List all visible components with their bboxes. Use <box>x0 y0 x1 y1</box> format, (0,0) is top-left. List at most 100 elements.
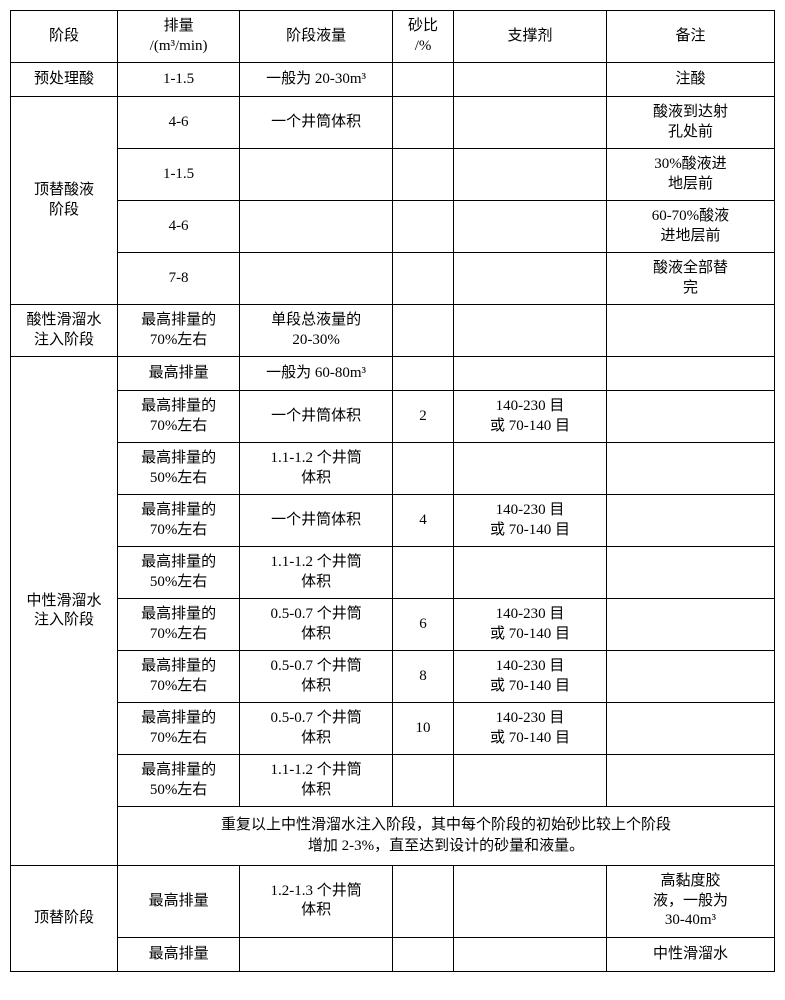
cell-remark <box>606 305 774 357</box>
cell-remark <box>606 547 774 599</box>
cell-volume: 一个井筒体积 <box>240 97 393 149</box>
cell-volume: 1.2-1.3 个井筒 体积 <box>240 866 393 938</box>
cell-proppant <box>454 755 607 807</box>
cell-remark <box>606 599 774 651</box>
cell-rate: 最高排量的 70%左右 <box>117 651 239 703</box>
cell-proppant <box>454 97 607 149</box>
cell-proppant <box>454 547 607 599</box>
cell-proppant <box>454 866 607 938</box>
cell-sand: 6 <box>392 599 453 651</box>
header-row: 阶段 排量 /(m³/min) 阶段液量 砂比 /% 支撑剂 备注 <box>11 11 775 63</box>
header-volume: 阶段液量 <box>240 11 393 63</box>
cell-rate: 最高排量的 70%左右 <box>117 495 239 547</box>
cell-rate: 最高排量的 50%左右 <box>117 443 239 495</box>
cell-proppant: 140-230 目 或 70-140 目 <box>454 599 607 651</box>
header-rate: 排量 /(m³/min) <box>117 11 239 63</box>
table-row: 最高排量的 70%左右 一个井筒体积 2 140-230 目 或 70-140 … <box>11 391 775 443</box>
cell-remark: 中性滑溜水 <box>606 937 774 971</box>
table-row: 最高排量 中性滑溜水 <box>11 937 775 971</box>
table-row: 最高排量的 70%左右 0.5-0.7 个井筒 体积 10 140-230 目 … <box>11 703 775 755</box>
cell-sand <box>392 63 453 97</box>
cell-rate: 最高排量的 70%左右 <box>117 703 239 755</box>
cell-sand: 8 <box>392 651 453 703</box>
cell-sand <box>392 253 453 305</box>
table-row: 中性滑溜水 注入阶段 最高排量 一般为 60-80m³ <box>11 357 775 391</box>
cell-rate: 1-1.5 <box>117 63 239 97</box>
header-sand: 砂比 /% <box>392 11 453 63</box>
cell-rate: 最高排量的 70%左右 <box>117 599 239 651</box>
cell-remark: 酸液到达射 孔处前 <box>606 97 774 149</box>
cell-volume: 0.5-0.7 个井筒 体积 <box>240 599 393 651</box>
cell-remark <box>606 357 774 391</box>
cell-volume: 单段总液量的 20-30% <box>240 305 393 357</box>
cell-remark: 60-70%酸液 进地层前 <box>606 201 774 253</box>
cell-proppant <box>454 937 607 971</box>
header-stage: 阶段 <box>11 11 118 63</box>
cell-sand <box>392 547 453 599</box>
cell-sand: 2 <box>392 391 453 443</box>
cell-rate: 最高排量的 70%左右 <box>117 305 239 357</box>
cell-sand: 4 <box>392 495 453 547</box>
table-row: 预处理酸 1-1.5 一般为 20-30m³ 注酸 <box>11 63 775 97</box>
table-row: 酸性滑溜水 注入阶段 最高排量的 70%左右 单段总液量的 20-30% <box>11 305 775 357</box>
table-row: 顶替阶段 最高排量 1.2-1.3 个井筒 体积 高黏度胶 液，一般为 30-4… <box>11 866 775 938</box>
cell-volume: 0.5-0.7 个井筒 体积 <box>240 651 393 703</box>
table-row: 1-1.5 30%酸液进 地层前 <box>11 149 775 201</box>
cell-proppant <box>454 201 607 253</box>
cell-remark <box>606 703 774 755</box>
cell-rate: 最高排量 <box>117 866 239 938</box>
cell-proppant: 140-230 目 或 70-140 目 <box>454 391 607 443</box>
cell-volume <box>240 937 393 971</box>
table-row: 最高排量的 70%左右 0.5-0.7 个井筒 体积 6 140-230 目 或… <box>11 599 775 651</box>
cell-remark: 30%酸液进 地层前 <box>606 149 774 201</box>
cell-sand <box>392 149 453 201</box>
cell-note: 重复以上中性滑溜水注入阶段，其中每个阶段的初始砂比较上个阶段 增加 2-3%，直… <box>117 807 774 866</box>
cell-sand <box>392 755 453 807</box>
cell-stage: 中性滑溜水 注入阶段 <box>11 357 118 866</box>
cell-volume: 1.1-1.2 个井筒 体积 <box>240 443 393 495</box>
cell-proppant: 140-230 目 或 70-140 目 <box>454 651 607 703</box>
cell-volume: 1.1-1.2 个井筒 体积 <box>240 547 393 599</box>
cell-proppant <box>454 443 607 495</box>
cell-volume: 0.5-0.7 个井筒 体积 <box>240 703 393 755</box>
cell-remark: 高黏度胶 液，一般为 30-40m³ <box>606 866 774 938</box>
cell-volume: 一般为 20-30m³ <box>240 63 393 97</box>
cell-volume: 一个井筒体积 <box>240 495 393 547</box>
cell-remark <box>606 651 774 703</box>
cell-proppant <box>454 149 607 201</box>
cell-volume <box>240 201 393 253</box>
cell-stage: 顶替酸液 阶段 <box>11 97 118 305</box>
cell-proppant <box>454 305 607 357</box>
cell-proppant <box>454 63 607 97</box>
cell-remark <box>606 443 774 495</box>
table-row: 最高排量的 50%左右 1.1-1.2 个井筒 体积 <box>11 755 775 807</box>
table-row: 顶替酸液 阶段 4-6 一个井筒体积 酸液到达射 孔处前 <box>11 97 775 149</box>
cell-rate: 1-1.5 <box>117 149 239 201</box>
table-note-row: 重复以上中性滑溜水注入阶段，其中每个阶段的初始砂比较上个阶段 增加 2-3%，直… <box>11 807 775 866</box>
cell-proppant <box>454 253 607 305</box>
cell-volume <box>240 149 393 201</box>
cell-volume: 1.1-1.2 个井筒 体积 <box>240 755 393 807</box>
cell-proppant: 140-230 目 或 70-140 目 <box>454 703 607 755</box>
cell-volume: 一般为 60-80m³ <box>240 357 393 391</box>
table-row: 最高排量的 70%左右 一个井筒体积 4 140-230 目 或 70-140 … <box>11 495 775 547</box>
cell-sand <box>392 97 453 149</box>
cell-rate: 最高排量的 50%左右 <box>117 547 239 599</box>
cell-proppant <box>454 357 607 391</box>
cell-stage: 酸性滑溜水 注入阶段 <box>11 305 118 357</box>
cell-remark <box>606 391 774 443</box>
cell-sand: 10 <box>392 703 453 755</box>
table-row: 4-6 60-70%酸液 进地层前 <box>11 201 775 253</box>
header-remark: 备注 <box>606 11 774 63</box>
cell-sand <box>392 443 453 495</box>
table-row: 最高排量的 50%左右 1.1-1.2 个井筒 体积 <box>11 443 775 495</box>
header-proppant: 支撑剂 <box>454 11 607 63</box>
cell-rate: 最高排量的 50%左右 <box>117 755 239 807</box>
cell-remark <box>606 755 774 807</box>
cell-stage: 预处理酸 <box>11 63 118 97</box>
cell-sand <box>392 357 453 391</box>
cell-sand <box>392 201 453 253</box>
cell-sand <box>392 866 453 938</box>
process-stage-table: 阶段 排量 /(m³/min) 阶段液量 砂比 /% 支撑剂 备注 预处理酸 1… <box>10 10 775 972</box>
cell-remark: 酸液全部替 完 <box>606 253 774 305</box>
